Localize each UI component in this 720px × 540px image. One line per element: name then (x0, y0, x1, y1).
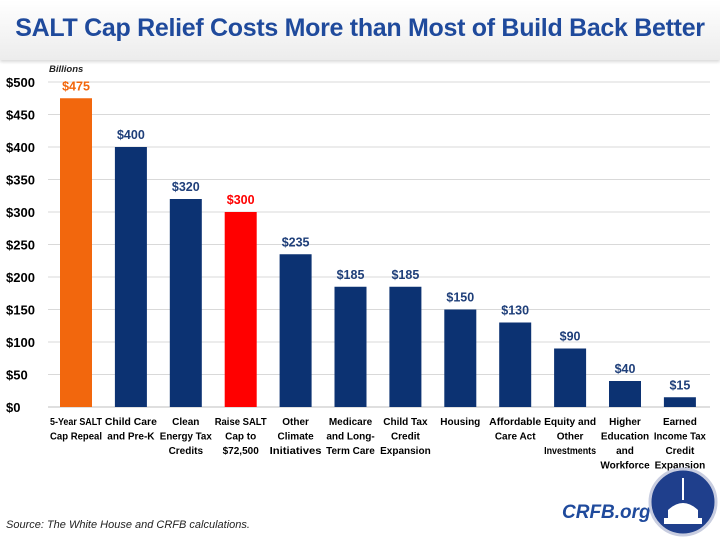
x-tick-label: Credit (665, 446, 695, 457)
x-tick-label: Child Care (105, 417, 157, 428)
x-tick-label: Education (601, 432, 649, 443)
x-tick-label: Initiatives (270, 446, 322, 457)
y-tick-label: $100 (6, 335, 35, 350)
bar (169, 199, 202, 407)
bar (114, 147, 147, 407)
bar (609, 381, 641, 407)
x-tick-label: Cap Repeal (50, 432, 102, 443)
bar (663, 397, 696, 407)
x-tick-label: Expansion (380, 446, 431, 457)
y-tick-label: $300 (6, 205, 35, 220)
x-tick-label: Earned (663, 417, 697, 428)
x-tick-label: Affordable (489, 417, 541, 428)
y-tick-label: $250 (6, 238, 35, 253)
x-tick-label: Credit (391, 432, 421, 443)
bar (60, 98, 92, 407)
x-tick-label: Energy Tax (160, 432, 212, 443)
data-label: $235 (282, 235, 310, 249)
x-tick-label: Medicare (329, 417, 373, 428)
x-tick-label: Income Tax (654, 432, 706, 443)
x-tick-label: Climate (278, 432, 315, 443)
data-label: $130 (501, 304, 529, 318)
y-tick-label: $350 (6, 173, 35, 188)
y-tick-label: $500 (6, 75, 35, 90)
bar (499, 322, 532, 407)
data-label: $15 (669, 378, 690, 392)
x-tick-label: Credits (169, 446, 204, 457)
x-tick-label: Cap to (225, 432, 256, 443)
bar (554, 348, 587, 407)
y-tick-label: $200 (6, 270, 35, 285)
x-tick-label: and (616, 446, 634, 457)
data-label: $320 (172, 180, 200, 194)
x-tick-label: and Pre-K (107, 432, 155, 443)
x-tick-label: and Long- (326, 432, 374, 443)
data-label: $40 (615, 362, 636, 376)
data-label: $475 (62, 79, 90, 93)
x-tick-label: Care Act (495, 432, 536, 443)
x-tick-label: $72,500 (223, 446, 260, 457)
bar (334, 286, 367, 407)
x-tick-label: Other (557, 432, 584, 443)
y-tick-label: $0 (6, 400, 20, 415)
x-tick-label: Term Care (326, 446, 375, 457)
bar (279, 254, 312, 407)
x-tick-label: Investments (544, 446, 596, 457)
bar (444, 309, 477, 407)
y-tick-label: $400 (6, 140, 35, 155)
y-tick-label: $150 (6, 303, 35, 318)
x-tick-label: Expansion (655, 461, 706, 472)
x-tick-label: Other (282, 417, 309, 428)
x-tick-label: Housing (440, 417, 480, 428)
title-banner (0, 0, 720, 60)
data-label: $150 (446, 291, 474, 305)
bar (224, 212, 257, 407)
crfb-capitol-logo (648, 467, 718, 537)
x-tick-label: 5-Year SALT (50, 417, 102, 428)
data-label: $185 (391, 268, 419, 282)
source-note: Source: The White House and CRFB calcula… (6, 519, 250, 531)
brand-text[interactable]: CRFB.org (562, 502, 651, 523)
data-label: $90 (560, 330, 581, 344)
chart-title: SALT Cap Relief Costs More than Most of … (15, 14, 705, 42)
x-tick-label: Clean (172, 417, 199, 428)
y-axis-label: Billions (49, 64, 83, 75)
y-tick-label: $50 (6, 368, 28, 383)
x-tick-label: Higher (609, 417, 641, 428)
data-label: $400 (117, 128, 145, 142)
data-label: $185 (337, 268, 365, 282)
x-tick-label: Equity and (544, 417, 596, 428)
x-tick-label: Raise SALT (215, 417, 267, 428)
bar (389, 286, 422, 407)
data-label: $300 (227, 193, 255, 207)
x-tick-label: Workforce (600, 461, 650, 472)
y-tick-label: $450 (6, 108, 35, 123)
x-tick-label: Child Tax (383, 417, 428, 428)
